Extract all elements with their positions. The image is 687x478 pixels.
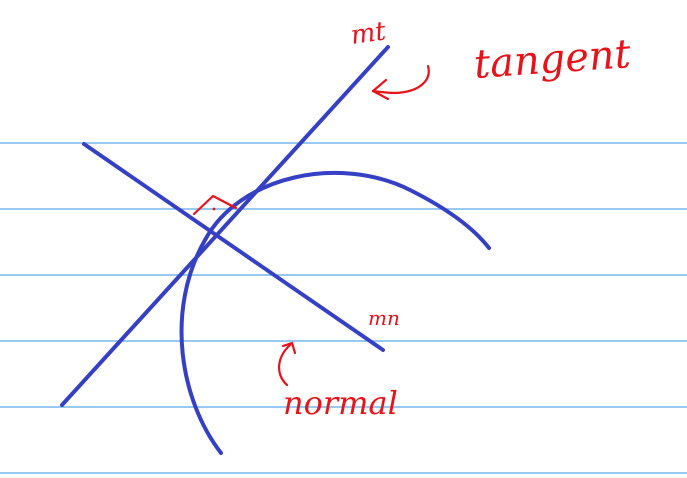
tangent-line [60,45,390,407]
right-angle-marker [192,194,238,216]
curve [179,170,491,455]
ruled-lines [0,142,687,474]
label-tangent: tangent [472,31,633,88]
tangent-arrow [371,64,430,95]
label-normal: normal [283,384,398,422]
normal-line [82,142,385,352]
normal-arrow [278,343,292,387]
right-angle-dot [212,207,216,211]
tangent-arrowhead [371,78,390,101]
label-mt: mt [349,16,388,51]
normal-arrowhead [281,341,297,355]
label-mn: mn [368,306,400,330]
